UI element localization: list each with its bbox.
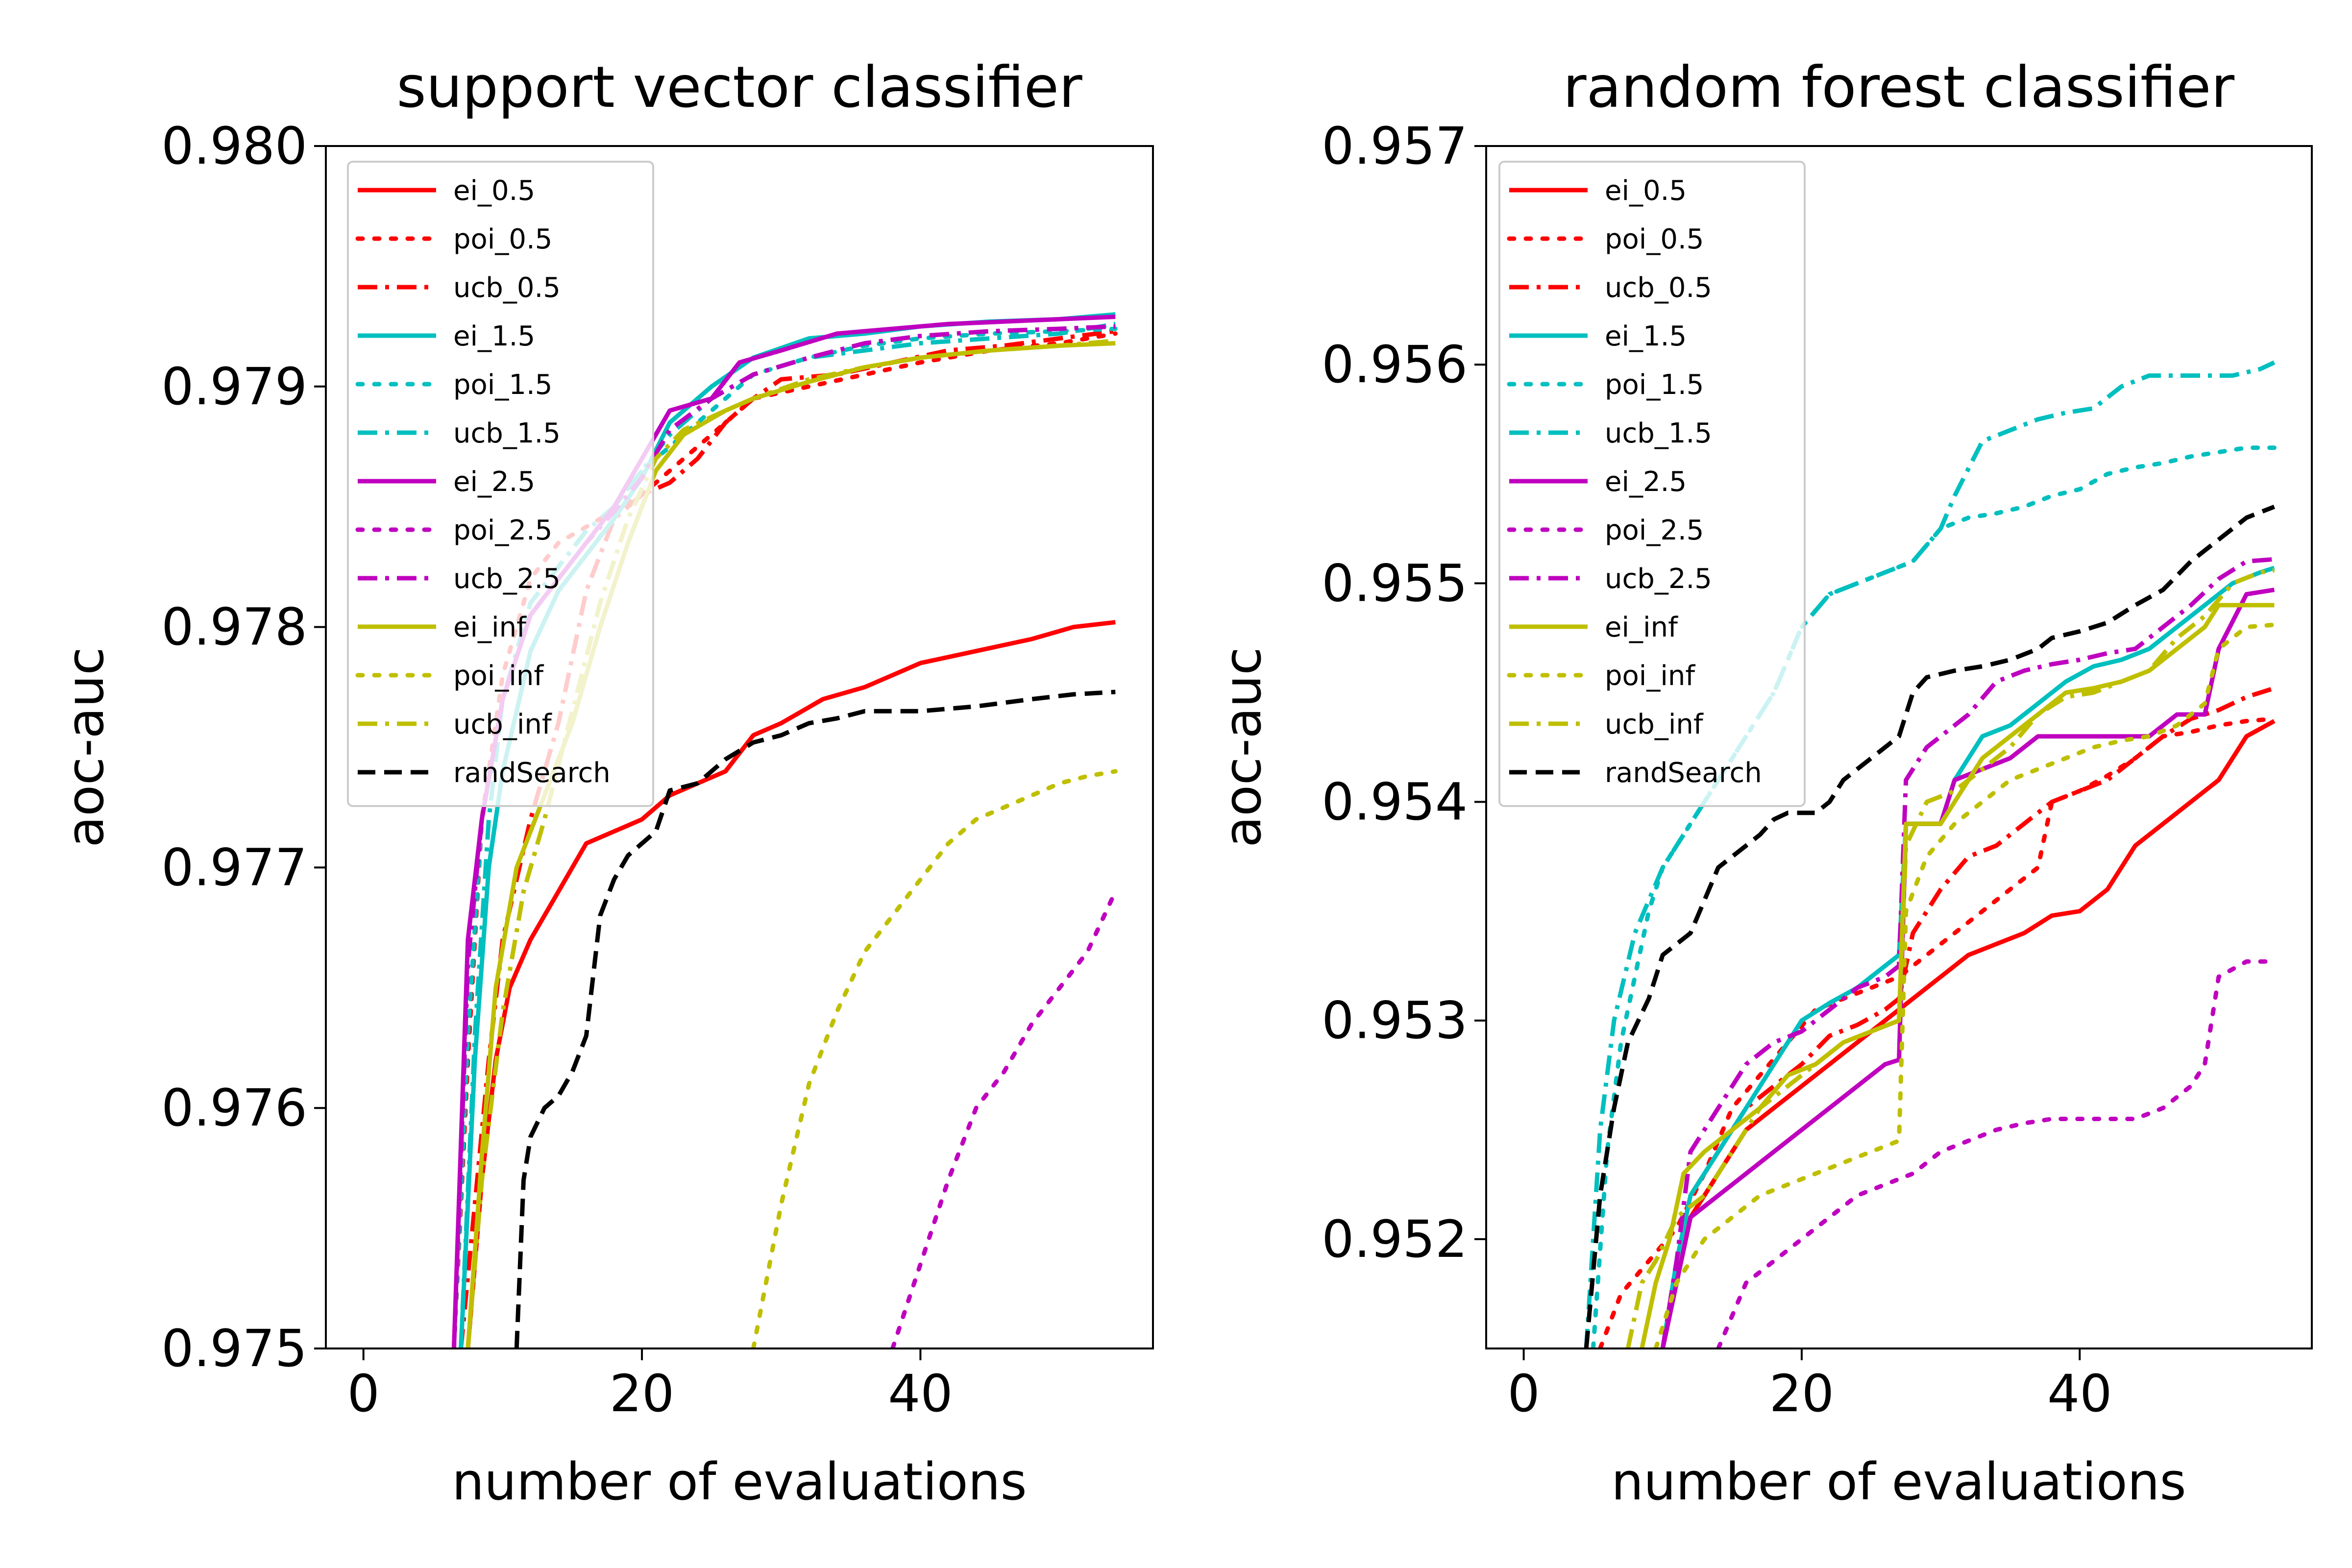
- left-legend-label: randSearch: [453, 757, 611, 789]
- left-y-tick-label: 0.978: [161, 597, 307, 657]
- right-series-line-ucb-2-5: [1660, 557, 2275, 1348]
- right-y-axis-label: aoc-auc: [1213, 647, 1273, 848]
- right-y-tick-label: 0.957: [1322, 116, 1468, 176]
- left-legend-label: poi_2.5: [453, 514, 552, 546]
- left-legend-label: ei_2.5: [453, 466, 535, 498]
- left-legend-label: poi_1.5: [453, 369, 552, 401]
- right-legend: ei_0.5 poi_0.5 ucb_0.5 ei_1.5 poi_1.5 ucb_1.5…: [1498, 161, 1806, 807]
- left-y-tick-label: 0.976: [161, 1078, 307, 1138]
- left-x-tick-label: 20: [610, 1364, 674, 1423]
- right-series-line-ucb-1-5: [1584, 360, 2276, 1348]
- right-plot-frame: [1485, 145, 2313, 1349]
- left-y-tick-label: 0.975: [161, 1319, 307, 1378]
- left-legend-label: ei_1.5: [453, 320, 535, 352]
- left-y-tick-label: 0.977: [161, 837, 307, 897]
- right-series-line-ucb-0-5: [1660, 686, 2275, 1348]
- left-y-axis-label: aoc-auc: [55, 647, 115, 848]
- left-y-ticks: 0.975 0.976 0.977 0.978 0.979 0.980: [161, 116, 326, 1378]
- right-legend-box: [1498, 161, 1806, 807]
- left-x-tick-label: 0: [347, 1364, 380, 1423]
- left-series-line-poi-2-5: [890, 889, 1118, 1348]
- right-y-tick-label: 0.956: [1322, 335, 1468, 394]
- right-x-tick-label: 0: [1508, 1364, 1540, 1423]
- right-legend-label: poi_inf: [1605, 660, 1695, 692]
- right-chart-title: random forest classifier: [1563, 54, 2235, 121]
- left-plot-frame: [325, 145, 1154, 1349]
- left-series-line-poi-0-5: [451, 331, 1118, 1348]
- right-legend-label: ucb_2.5: [1605, 563, 1712, 595]
- left-legend-label: poi_0.5: [453, 223, 552, 255]
- right-legend-label: poi_2.5: [1605, 514, 1704, 546]
- left-series-line-randSearch: [514, 689, 1116, 1348]
- left-y-tick-label: 0.980: [161, 116, 307, 176]
- right-x-tick-label: 20: [1769, 1364, 1834, 1423]
- right-series-line-poi-1-5: [1591, 445, 2277, 1348]
- left-legend: ei_0.5 poi_0.5 ucb_0.5 ei_1.5 poi_1.5 ucb_1.5…: [347, 161, 654, 807]
- right-y-tick-label: 0.955: [1322, 553, 1468, 613]
- right-legend-label: ucb_1.5: [1605, 417, 1712, 449]
- left-chart-title: support vector classifier: [396, 54, 1082, 121]
- right-y-ticks: 0.952 0.953 0.954 0.955 0.956 0.957: [1322, 116, 1486, 1269]
- right-plot-lines: [1584, 360, 2277, 1348]
- left-y-tick-label: 0.979: [161, 357, 307, 416]
- left-x-axis-label: number of evaluations: [452, 1452, 1027, 1512]
- right-legend-label: ucb_0.5: [1605, 272, 1712, 304]
- left-legend-label: ucb_1.5: [453, 417, 561, 449]
- right-legend-label: ei_1.5: [1605, 320, 1687, 352]
- right-series-line-ei-2-5: [1660, 588, 2275, 1348]
- left-x-ticks: 0 20 40: [347, 1348, 953, 1423]
- right-legend-label: poi_1.5: [1605, 369, 1704, 401]
- left-series-line-ei-inf: [466, 341, 1116, 1348]
- right-y-tick-label: 0.954: [1322, 772, 1468, 832]
- left-series-line-poi-inf: [751, 769, 1118, 1348]
- left-legend-label: ucb_inf: [453, 709, 552, 740]
- right-x-ticks: 0 20 40: [1508, 1348, 2112, 1423]
- left-legend-box: [347, 161, 654, 807]
- right-y-tick-label: 0.952: [1322, 1209, 1468, 1269]
- right-legend-label: ei_2.5: [1605, 466, 1687, 498]
- left-series-line-ucb-inf: [466, 339, 1116, 1348]
- left-chart-panel: 0 20 40 0.975 0.976 0.977 0.978 0.979 0.980 sup…: [55, 54, 1154, 1512]
- right-x-axis-label: number of evaluations: [1611, 1452, 2186, 1512]
- right-legend-label: ucb_inf: [1605, 709, 1704, 740]
- right-series-line-ucb-inf: [1625, 568, 2275, 1348]
- right-y-tick-label: 0.953: [1322, 991, 1468, 1051]
- right-series-line-ei-inf: [1640, 603, 2275, 1348]
- right-series-line-poi-2-5: [1716, 959, 2277, 1348]
- right-legend-label: ei_0.5: [1605, 175, 1687, 207]
- right-legend-label: poi_0.5: [1605, 223, 1704, 255]
- right-series-line-poi-inf: [1653, 622, 2277, 1348]
- left-legend-label: ei_0.5: [453, 175, 535, 207]
- left-legend-label: ei_inf: [453, 612, 527, 643]
- right-chart-panel: 0 20 40 0.952 0.953 0.954 0.955 0.956 0.957 ran…: [1213, 54, 2313, 1512]
- right-legend-label: randSearch: [1605, 757, 1762, 789]
- left-x-tick-label: 40: [888, 1364, 953, 1423]
- left-legend-label: ucb_0.5: [453, 272, 561, 304]
- left-legend-label: ucb_2.5: [453, 563, 561, 595]
- left-legend-entries: ei_0.5 poi_0.5 ucb_0.5 ei_1.5 poi_1.5 ucb_1.5…: [355, 175, 611, 789]
- right-legend-label: ei_inf: [1605, 612, 1678, 643]
- right-legend-entries: ei_0.5 poi_0.5 ucb_0.5 ei_1.5 poi_1.5 ucb_1.5…: [1507, 175, 1762, 789]
- left-legend-label: poi_inf: [453, 660, 544, 692]
- right-x-tick-label: 40: [2047, 1364, 2112, 1423]
